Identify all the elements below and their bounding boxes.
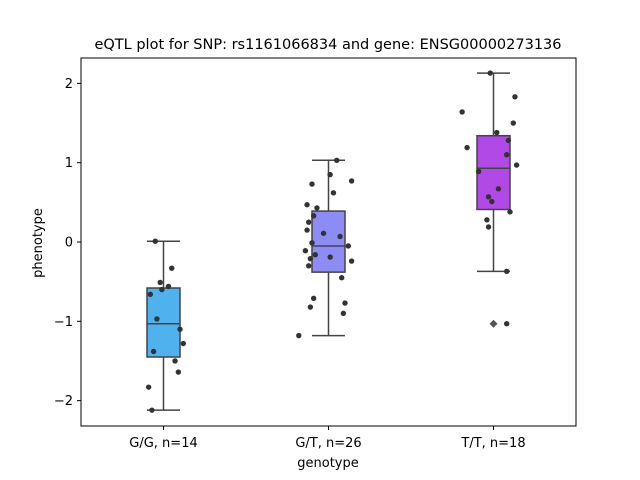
data-point: [306, 263, 312, 269]
data-point: [157, 279, 163, 286]
x-tick-label: G/T, n=26: [295, 436, 361, 451]
data-point: [307, 304, 314, 310]
data-point: [172, 358, 178, 364]
box-group: [311, 159, 346, 337]
boxes-layer: [146, 72, 511, 411]
data-point: [485, 224, 492, 230]
data-point: [339, 274, 345, 281]
y-axis-label: phenotype: [31, 208, 46, 278]
y-tick-label: 1: [65, 156, 73, 171]
data-point: [177, 326, 183, 332]
data-point: [485, 194, 492, 200]
data-point: [180, 340, 186, 347]
data-point: [314, 205, 320, 211]
data-point: [504, 268, 510, 275]
data-point: [175, 369, 182, 375]
x-axis: G/G, n=14 G/T, n=26 T/T, n=18: [129, 426, 526, 451]
data-point: [340, 310, 347, 317]
data-point: [145, 384, 152, 390]
data-point: [464, 144, 470, 151]
y-tick-label: −1: [54, 315, 73, 330]
data-point: [489, 198, 495, 205]
data-point: [348, 258, 355, 264]
data-point: [302, 248, 309, 254]
x-tick-label: G/G, n=14: [129, 436, 197, 451]
chart-title: eQTL plot for SNP: rs1161066834 and gene…: [94, 37, 561, 53]
y-tick-label: −2: [54, 394, 73, 409]
data-point: [150, 348, 157, 355]
data-point: [152, 238, 158, 244]
data-point: [310, 295, 317, 302]
data-point: [504, 152, 510, 158]
data-point: [495, 186, 502, 192]
data-point: [310, 213, 317, 219]
x-axis-label: genotype: [297, 456, 358, 471]
data-point: [494, 129, 500, 136]
box-group: [146, 240, 181, 411]
data-point: [304, 202, 310, 208]
y-tick-label: 0: [65, 236, 73, 251]
data-point: [165, 283, 172, 290]
data-point: [342, 300, 348, 306]
data-point: [512, 94, 518, 100]
data-point: [507, 209, 513, 215]
x-tick-label: T/T, n=18: [460, 436, 525, 451]
data-point: [345, 243, 351, 249]
data-point: [459, 109, 465, 115]
data-point: [505, 137, 512, 144]
data-point: [159, 286, 165, 293]
box-iqr: [476, 134, 511, 211]
y-tick-label: 2: [65, 77, 73, 92]
data-point: [475, 168, 482, 175]
box-iqr: [146, 287, 181, 358]
data-point: [504, 320, 510, 327]
data-point: [309, 240, 315, 246]
data-point: [306, 219, 312, 225]
data-point: [309, 181, 315, 187]
data-point: [307, 255, 314, 262]
data-point: [304, 227, 310, 233]
outlier-marker: [489, 319, 498, 328]
data-point: [296, 332, 302, 339]
data-point: [320, 230, 327, 236]
data-point: [334, 157, 340, 164]
data-point: [513, 162, 520, 168]
data-point: [487, 70, 493, 76]
y-axis: −2 −1 0 1 2: [54, 77, 81, 409]
data-point: [154, 316, 160, 322]
data-point: [149, 407, 155, 413]
data-point: [169, 265, 175, 271]
data-point: [348, 178, 355, 184]
data-point: [337, 233, 343, 240]
box-iqr: [311, 210, 346, 273]
data-point: [147, 291, 153, 298]
data-point: [510, 120, 516, 126]
data-point: [312, 251, 318, 258]
data-point: [327, 171, 333, 178]
points-layer: [145, 70, 520, 413]
data-point: [484, 217, 490, 223]
data-point: [327, 254, 333, 260]
data-point: [330, 190, 337, 196]
